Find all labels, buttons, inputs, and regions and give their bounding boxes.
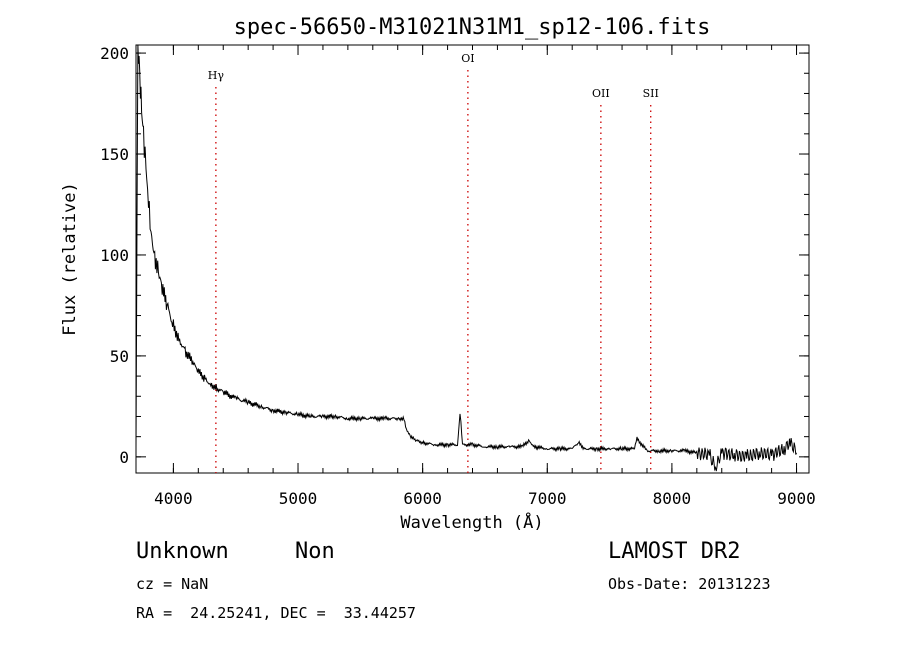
x-tick-label: 5000 bbox=[279, 489, 318, 508]
spectrum-line bbox=[135, 44, 797, 472]
x-axis-ticks: 4000 5000 6000 7000 8000 9000 bbox=[154, 45, 816, 508]
line-marker-label: SII bbox=[643, 87, 659, 100]
line-marker-label: OII bbox=[592, 87, 610, 100]
y-tick-label: 150 bbox=[100, 145, 129, 164]
x-tick-label: 9000 bbox=[777, 489, 816, 508]
y-axis-ticks: 0 50 100 150 200 bbox=[100, 44, 809, 467]
y-tick-label: 100 bbox=[100, 246, 129, 265]
object-class: Unknown bbox=[136, 539, 229, 564]
object-subclass: Non bbox=[295, 539, 335, 564]
line-marker-label: Hγ bbox=[208, 69, 225, 82]
plot-frame bbox=[135, 44, 810, 474]
chart-title: spec-56650-M31021N31M1_sp12-106.fits bbox=[234, 15, 711, 40]
x-tick-label: 4000 bbox=[154, 489, 193, 508]
line-marker-label: OI bbox=[461, 52, 474, 65]
x-tick-label: 7000 bbox=[528, 489, 567, 508]
y-tick-label: 0 bbox=[119, 448, 129, 467]
emission-line-markers: Hγ OI OII SII bbox=[208, 52, 659, 473]
x-axis-label: Wavelength (Å) bbox=[400, 511, 543, 533]
redshift-label: cz = NaN bbox=[136, 575, 209, 593]
y-tick-label: 50 bbox=[110, 347, 129, 366]
y-tick-label: 200 bbox=[100, 44, 129, 63]
coordinates-label: RA = 24.25241, DEC = 33.44257 bbox=[136, 604, 416, 622]
x-tick-label: 8000 bbox=[653, 489, 692, 508]
y-axis-label: Flux (relative) bbox=[60, 182, 80, 336]
survey-label: LAMOST DR2 bbox=[608, 539, 741, 564]
x-tick-label: 6000 bbox=[403, 489, 442, 508]
obs-date-label: Obs-Date: 20131223 bbox=[608, 575, 771, 593]
